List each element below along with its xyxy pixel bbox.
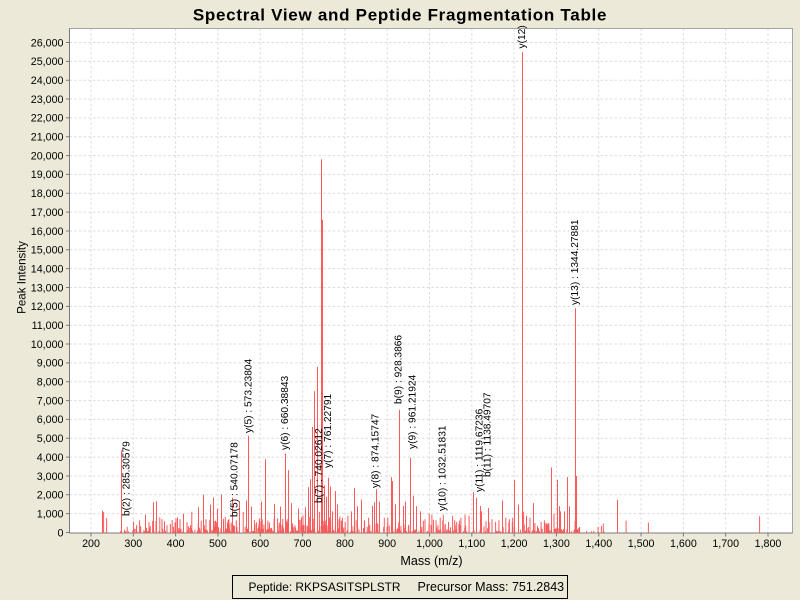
svg-text:1,500: 1,500 [628, 538, 655, 550]
svg-text:y(7) : 761.22791: y(7) : 761.22791 [323, 393, 334, 468]
svg-text:600: 600 [251, 538, 269, 550]
svg-text:b(11) : 1138.49707: b(11) : 1138.49707 [483, 392, 494, 477]
svg-text:1,400: 1,400 [585, 538, 612, 550]
svg-text:4,000: 4,000 [37, 452, 64, 464]
svg-text:17,000: 17,000 [31, 207, 64, 219]
svg-text:23,000: 23,000 [31, 94, 64, 106]
svg-text:b(2) : 285.30579: b(2) : 285.30579 [122, 441, 133, 516]
svg-text:1,100: 1,100 [458, 538, 485, 550]
svg-text:500: 500 [209, 538, 227, 550]
svg-text:14,000: 14,000 [31, 264, 64, 276]
svg-text:21,000: 21,000 [31, 132, 64, 144]
svg-text:1,600: 1,600 [670, 538, 697, 550]
svg-text:18,000: 18,000 [31, 188, 64, 200]
svg-text:Precursor Mass: 751.2843: Precursor Mass: 751.2843 [418, 580, 565, 594]
svg-text:2,000: 2,000 [37, 490, 64, 502]
svg-text:y(8) : 874.15747: y(8) : 874.15747 [371, 413, 382, 488]
svg-text:7,000: 7,000 [37, 395, 64, 407]
svg-text:8,000: 8,000 [37, 377, 64, 389]
svg-text:1,000: 1,000 [37, 509, 64, 521]
svg-text:y(9) : 961.21924: y(9) : 961.21924 [408, 374, 419, 449]
svg-text:0: 0 [58, 527, 64, 539]
svg-text:11,000: 11,000 [32, 320, 64, 332]
svg-text:15,000: 15,000 [31, 245, 64, 257]
svg-text:5,000: 5,000 [37, 433, 64, 445]
svg-text:Peptide: RKPSASITSPLSTR: Peptide: RKPSASITSPLSTR [249, 580, 401, 594]
svg-text:y(13) : 1344.27881: y(13) : 1344.27881 [570, 219, 581, 305]
svg-text:y(11) : 1119.67236: y(11) : 1119.67236 [475, 408, 486, 492]
svg-text:19,000: 19,000 [31, 169, 64, 181]
svg-text:300: 300 [124, 538, 142, 550]
svg-text:26,000: 26,000 [31, 37, 64, 49]
svg-text:y(12): y(12) [517, 25, 528, 48]
svg-text:1,700: 1,700 [712, 538, 739, 550]
svg-text:800: 800 [336, 538, 354, 550]
svg-text:1,200: 1,200 [501, 538, 528, 550]
svg-text:y(10) : 1032.51831: y(10) : 1032.51831 [438, 425, 449, 511]
svg-text:900: 900 [378, 538, 396, 550]
svg-text:3,000: 3,000 [37, 471, 64, 483]
svg-text:25,000: 25,000 [31, 56, 64, 68]
svg-text:1,300: 1,300 [543, 538, 570, 550]
svg-text:y(6) : 660.38843: y(6) : 660.38843 [280, 375, 291, 450]
svg-text:b(5) : 540.07178: b(5) : 540.07178 [229, 442, 240, 517]
svg-text:1,000: 1,000 [416, 538, 443, 550]
svg-text:22,000: 22,000 [31, 113, 64, 125]
svg-text:13,000: 13,000 [31, 282, 64, 294]
svg-text:1,800: 1,800 [755, 538, 782, 550]
svg-text:12,000: 12,000 [31, 301, 64, 313]
svg-text:Mass (m/z): Mass (m/z) [400, 554, 462, 568]
svg-text:20,000: 20,000 [31, 150, 64, 162]
svg-text:b(9) : 928.3866: b(9) : 928.3866 [394, 335, 405, 404]
svg-text:Spectral View and Peptide Frag: Spectral View and Peptide Fragmentation … [193, 6, 607, 25]
svg-text:b(7) : 740.02612: b(7) : 740.02612 [314, 428, 325, 503]
svg-text:9,000: 9,000 [37, 358, 64, 370]
svg-text:400: 400 [167, 538, 185, 550]
svg-text:16,000: 16,000 [31, 226, 64, 238]
svg-text:24,000: 24,000 [31, 75, 64, 87]
svg-text:10,000: 10,000 [31, 339, 64, 351]
svg-text:200: 200 [82, 538, 100, 550]
svg-text:700: 700 [294, 538, 312, 550]
svg-text:y(5) : 573.23804: y(5) : 573.23804 [243, 358, 254, 433]
svg-text:6,000: 6,000 [37, 414, 64, 426]
svg-text:Peak Intensity: Peak Intensity [16, 241, 29, 314]
